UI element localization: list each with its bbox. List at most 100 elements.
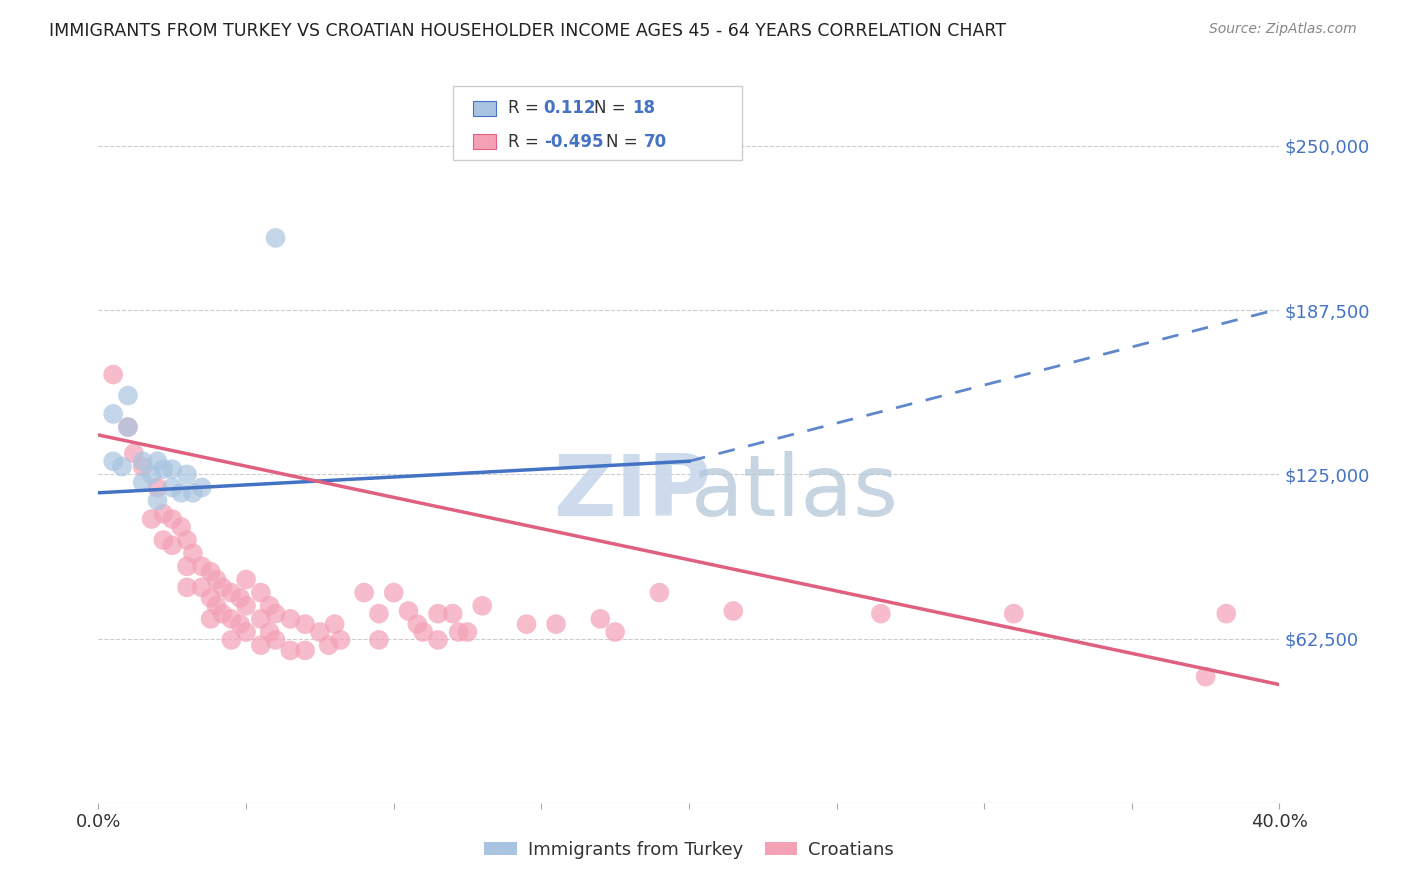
Point (447, 625, 470, 640)
Point (264, 632, 287, 647)
Point (382, 585, 405, 599)
Point (200, 565, 222, 579)
Point (235, 599, 257, 613)
Point (146, 493, 169, 508)
Point (427, 632, 450, 647)
Point (176, 533, 198, 547)
Point (235, 625, 257, 640)
Point (117, 420, 139, 434)
Text: 70: 70 (644, 133, 668, 151)
Point (132, 459, 155, 474)
Point (229, 617, 252, 632)
Point (280, 612, 302, 626)
Point (211, 607, 233, 621)
Point (117, 388, 139, 402)
Point (181, 485, 204, 500)
Point (141, 512, 163, 526)
FancyBboxPatch shape (472, 101, 496, 115)
Text: 18: 18 (633, 99, 655, 117)
Point (264, 607, 287, 621)
Text: Source: ZipAtlas.com: Source: ZipAtlas.com (1209, 22, 1357, 37)
Point (589, 612, 612, 626)
Point (1195, 670, 1218, 684)
Point (471, 599, 494, 613)
Point (162, 462, 183, 476)
Point (457, 625, 479, 640)
Point (235, 573, 257, 587)
Point (162, 538, 183, 552)
Point (329, 632, 352, 647)
Point (221, 585, 243, 599)
Point (294, 643, 316, 657)
Text: N =: N = (606, 133, 643, 151)
FancyBboxPatch shape (453, 86, 742, 160)
Point (259, 599, 281, 613)
Text: IMMIGRANTS FROM TURKEY VS CROATIAN HOUSEHOLDER INCOME AGES 45 - 64 YEARS CORRELA: IMMIGRANTS FROM TURKEY VS CROATIAN HOUSE… (49, 22, 1007, 40)
Point (427, 607, 450, 621)
Point (259, 625, 281, 640)
Point (368, 607, 391, 621)
Point (221, 612, 243, 626)
Point (406, 617, 429, 632)
Point (211, 580, 233, 594)
Text: ZIP: ZIP (553, 450, 711, 533)
Point (132, 475, 155, 490)
Point (162, 512, 183, 526)
Point (723, 604, 745, 618)
Point (191, 580, 214, 594)
Point (412, 625, 434, 640)
Point (605, 625, 627, 640)
Point (122, 446, 145, 460)
Point (1002, 607, 1025, 621)
Point (191, 559, 214, 574)
Point (205, 599, 228, 613)
Point (200, 591, 222, 605)
Point (170, 520, 193, 534)
Text: -0.495: -0.495 (544, 133, 603, 151)
Legend: Immigrants from Turkey, Croatians: Immigrants from Turkey, Croatians (477, 834, 901, 866)
Text: R =: R = (508, 99, 544, 117)
Point (250, 585, 273, 599)
Point (162, 481, 183, 495)
Point (870, 607, 893, 621)
Point (323, 617, 346, 632)
Text: R =: R = (508, 133, 544, 151)
Point (205, 573, 228, 587)
FancyBboxPatch shape (472, 135, 496, 149)
Point (441, 607, 464, 621)
Point (200, 612, 222, 626)
Point (146, 481, 169, 495)
Point (368, 632, 391, 647)
Point (353, 585, 375, 599)
Point (111, 459, 134, 474)
Point (318, 638, 340, 652)
Point (309, 625, 332, 640)
Point (103, 368, 125, 382)
Point (191, 481, 214, 495)
Point (221, 632, 243, 647)
Point (152, 507, 174, 521)
Point (546, 617, 568, 632)
Point (146, 454, 169, 468)
Point (176, 580, 198, 594)
Point (1215, 607, 1237, 621)
Point (250, 638, 273, 652)
Point (264, 231, 287, 245)
Point (229, 591, 252, 605)
Point (132, 454, 155, 468)
Point (648, 585, 671, 599)
Point (294, 617, 316, 632)
Point (250, 612, 273, 626)
Text: 0.112: 0.112 (544, 99, 596, 117)
Point (152, 462, 174, 476)
Point (103, 407, 125, 421)
Point (176, 467, 198, 482)
Point (103, 454, 125, 468)
Point (181, 546, 204, 560)
Point (170, 485, 193, 500)
Point (398, 604, 420, 618)
Point (280, 643, 302, 657)
Text: atlas: atlas (692, 450, 900, 533)
Point (117, 420, 139, 434)
Point (152, 533, 174, 547)
